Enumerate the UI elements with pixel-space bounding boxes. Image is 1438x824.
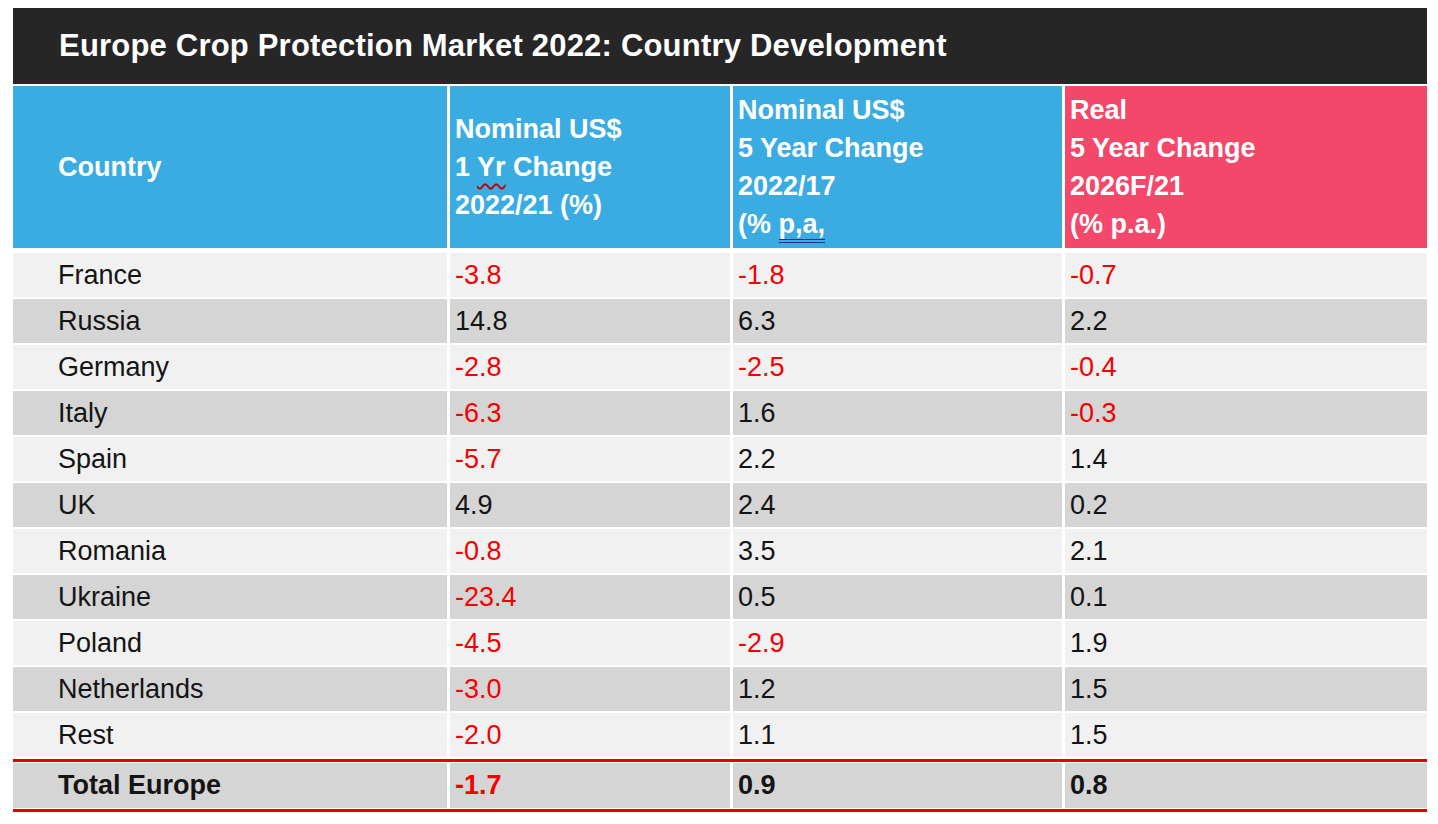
country-cell: UK <box>13 483 450 527</box>
value-cell: 1.4 <box>1065 437 1427 481</box>
total-value-cell: 0.9 <box>733 763 1065 808</box>
value-cell: -5.7 <box>450 437 733 481</box>
value-cell: 2.2 <box>733 437 1065 481</box>
country-cell: Germany <box>13 345 450 389</box>
value-cell: -0.4 <box>1065 345 1427 389</box>
value-cell: 6.3 <box>733 299 1065 343</box>
value-cell: 2.4 <box>733 483 1065 527</box>
header-line: Nominal US$ <box>455 110 730 148</box>
value-cell: -3.0 <box>450 667 733 711</box>
header-line: 2026F/21 <box>1070 167 1427 205</box>
header-text-fragment: Change <box>506 152 613 182</box>
value-cell: -23.4 <box>450 575 733 619</box>
table-row: Russia 14.8 6.3 2.2 <box>13 299 1427 343</box>
value-cell: -2.8 <box>450 345 733 389</box>
red-divider-line <box>13 759 1427 762</box>
page-title: Europe Crop Protection Market 2022: Coun… <box>59 28 947 64</box>
table-row: France -3.8 -1.8 -0.7 <box>13 253 1427 297</box>
value-cell: -0.8 <box>450 529 733 573</box>
value-cell: -0.3 <box>1065 391 1427 435</box>
value-cell: -2.9 <box>733 621 1065 665</box>
header-line: Real <box>1070 91 1427 129</box>
header-cell-real-5yr: Real 5 Year Change 2026F/21 (% p.a.) <box>1065 86 1427 248</box>
table-row: Spain -5.7 2.2 1.4 <box>13 437 1427 481</box>
value-cell: -6.3 <box>450 391 733 435</box>
header-text-fragment: (% <box>738 209 779 239</box>
header-line: (% p,a, <box>738 205 1062 243</box>
total-row: Total Europe -1.7 0.9 0.8 <box>13 763 1427 808</box>
country-cell: Romania <box>13 529 450 573</box>
table-row: Poland -4.5 -2.9 1.9 <box>13 621 1427 665</box>
country-cell: France <box>13 253 450 297</box>
header-cell-nominal-5yr: Nominal US$ 5 Year Change 2022/17 (% p,a… <box>733 86 1065 248</box>
value-cell: 1.5 <box>1065 713 1427 757</box>
value-cell: 14.8 <box>450 299 733 343</box>
value-cell: -0.7 <box>1065 253 1427 297</box>
slide: Europe Crop Protection Market 2022: Coun… <box>0 0 1438 824</box>
value-cell: -1.8 <box>733 253 1065 297</box>
table-row: Netherlands -3.0 1.2 1.5 <box>13 667 1427 711</box>
header-line: 1 Yr Change <box>455 148 730 186</box>
total-label-cell: Total Europe <box>13 763 450 808</box>
value-cell: -2.0 <box>450 713 733 757</box>
table-row: Romania -0.8 3.5 2.1 <box>13 529 1427 573</box>
header-line: 2022/21 (%) <box>455 186 730 224</box>
table-row: Germany -2.8 -2.5 -0.4 <box>13 345 1427 389</box>
value-cell: 1.9 <box>1065 621 1427 665</box>
value-cell: -4.5 <box>450 621 733 665</box>
country-cell: Russia <box>13 299 450 343</box>
table-header-row: Country Nominal US$ 1 Yr Change 2022/21 … <box>13 86 1427 248</box>
table-body: France -3.8 -1.8 -0.7 Russia 14.8 6.3 2.… <box>13 253 1427 812</box>
table-row: Rest -2.0 1.1 1.5 <box>13 713 1427 757</box>
country-cell: Ukraine <box>13 575 450 619</box>
table-row: UK 4.9 2.4 0.2 <box>13 483 1427 527</box>
country-cell: Italy <box>13 391 450 435</box>
value-cell: -2.5 <box>733 345 1065 389</box>
value-cell: 2.2 <box>1065 299 1427 343</box>
header-line: (% p.a.) <box>1070 205 1427 243</box>
spellcheck-wavy-underline: Yr <box>477 152 506 182</box>
header-line: 2022/17 <box>738 167 1062 205</box>
country-cell: Spain <box>13 437 450 481</box>
header-line: 5 Year Change <box>738 129 1062 167</box>
value-cell: 3.5 <box>733 529 1065 573</box>
value-cell: 2.1 <box>1065 529 1427 573</box>
title-bar: Europe Crop Protection Market 2022: Coun… <box>13 8 1427 84</box>
value-cell: 0.5 <box>733 575 1065 619</box>
total-value-cell: 0.8 <box>1065 763 1427 808</box>
value-cell: -3.8 <box>450 253 733 297</box>
country-cell: Netherlands <box>13 667 450 711</box>
header-cell-country: Country <box>13 86 450 248</box>
header-line: Nominal US$ <box>738 91 1062 129</box>
value-cell: 1.6 <box>733 391 1065 435</box>
value-cell: 0.1 <box>1065 575 1427 619</box>
value-cell: 4.9 <box>450 483 733 527</box>
value-cell: 1.1 <box>733 713 1065 757</box>
grammar-double-underline: p,a, <box>779 209 826 243</box>
header-cell-nominal-1yr: Nominal US$ 1 Yr Change 2022/21 (%) <box>450 86 733 248</box>
table-row: Italy -6.3 1.6 -0.3 <box>13 391 1427 435</box>
total-value-cell: -1.7 <box>450 763 733 808</box>
country-cell: Rest <box>13 713 450 757</box>
value-cell: 0.2 <box>1065 483 1427 527</box>
table-row: Ukraine -23.4 0.5 0.1 <box>13 575 1427 619</box>
value-cell: 1.2 <box>733 667 1065 711</box>
header-country-label: Country <box>58 148 447 186</box>
header-line: 5 Year Change <box>1070 129 1427 167</box>
header-text-fragment: 1 <box>455 152 477 182</box>
country-cell: Poland <box>13 621 450 665</box>
red-bottom-line <box>13 809 1427 812</box>
value-cell: 1.5 <box>1065 667 1427 711</box>
